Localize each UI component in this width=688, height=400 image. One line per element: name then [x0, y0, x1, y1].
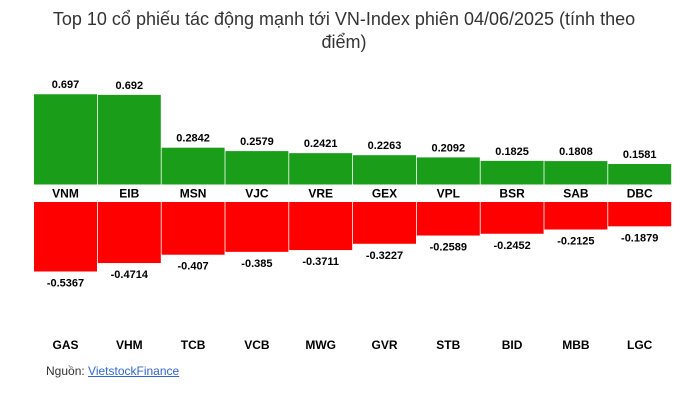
chart-title: Top 10 cổ phiếu tác động mạnh tới VN-Ind…: [52, 9, 636, 52]
category-label-bid: BID: [502, 338, 523, 352]
category-label-vnm: VNM: [52, 187, 79, 201]
bar-positive-eib: [97, 94, 161, 185]
bar-negative-vhm: [97, 202, 161, 264]
source-note: Nguồn: VietstockFinance: [46, 364, 179, 378]
bar-positive-vre: [289, 153, 353, 185]
value-label-gas: -0.5367: [47, 278, 84, 290]
source-link[interactable]: VietstockFinance: [88, 364, 180, 378]
value-label-vhm: -0.4714: [111, 269, 149, 281]
value-label-mbb: -0.2125: [557, 236, 594, 248]
value-label-bid: -0.2452: [493, 240, 530, 252]
value-label-vnm: 0.697: [52, 79, 80, 91]
bar-negative-vcb: [225, 202, 289, 252]
value-label-vpl: 0.2092: [431, 142, 465, 154]
value-label-gvr: -0.3227: [366, 250, 403, 262]
category-label-gas: GAS: [52, 338, 78, 352]
bar-negative-gas: [34, 202, 97, 272]
category-label-vcb: VCB: [244, 338, 270, 352]
bar-positive-bsr: [480, 160, 544, 185]
value-label-vre: 0.2421: [304, 138, 338, 150]
bar-negative-lgc: [608, 202, 672, 227]
bar-negative-bid: [480, 202, 544, 234]
bar-positive-msn: [161, 147, 225, 185]
value-label-bsr: 0.1825: [495, 146, 529, 158]
category-label-vhm: VHM: [116, 338, 143, 352]
value-label-tcb: -0.407: [177, 261, 208, 273]
category-label-bsr: BSR: [499, 187, 525, 201]
value-label-msn: 0.2842: [176, 133, 210, 145]
category-label-vpl: VPL: [437, 187, 460, 201]
category-label-dbc: DBC: [627, 187, 653, 201]
bar-negative-stb: [416, 202, 480, 236]
value-label-gex: 0.2263: [368, 140, 402, 152]
value-label-vjc: 0.2579: [240, 136, 274, 148]
bar-positive-vnm: [34, 94, 97, 185]
source-label: Nguồn:: [46, 364, 85, 378]
category-label-mwg: MWG: [305, 338, 336, 352]
bar-positive-vpl: [416, 157, 480, 185]
category-label-msn: MSN: [180, 187, 207, 201]
bar-negative-mbb: [544, 202, 608, 230]
value-label-stb: -0.2589: [430, 242, 467, 254]
category-label-sab: SAB: [563, 187, 589, 201]
category-label-lgc: LGC: [627, 338, 653, 352]
category-label-gvr: GVR: [371, 338, 397, 352]
bar-negative-gvr: [353, 202, 416, 244]
category-label-vre: VRE: [308, 187, 333, 201]
category-label-vjc: VJC: [245, 187, 269, 201]
category-label-stb: STB: [436, 338, 460, 352]
category-label-gex: GEX: [372, 187, 397, 201]
bar-negative-mwg: [289, 202, 353, 251]
category-label-tcb: TCB: [181, 338, 206, 352]
value-label-vcb: -0.385: [241, 258, 272, 270]
bar-positive-sab: [544, 161, 608, 185]
value-label-sab: 0.1808: [559, 146, 593, 158]
value-label-dbc: 0.1581: [623, 149, 657, 161]
bar-positive-gex: [353, 155, 416, 185]
value-label-mwg: -0.3711: [302, 256, 339, 268]
value-label-eib: 0.692: [116, 80, 144, 92]
bar-positive-dbc: [608, 164, 672, 185]
category-label-mbb: MBB: [562, 338, 590, 352]
bar-negative-tcb: [161, 202, 225, 255]
category-label-eib: EIB: [119, 187, 139, 201]
bar-positive-vjc: [225, 151, 289, 185]
value-label-lgc: -0.1879: [621, 232, 658, 244]
